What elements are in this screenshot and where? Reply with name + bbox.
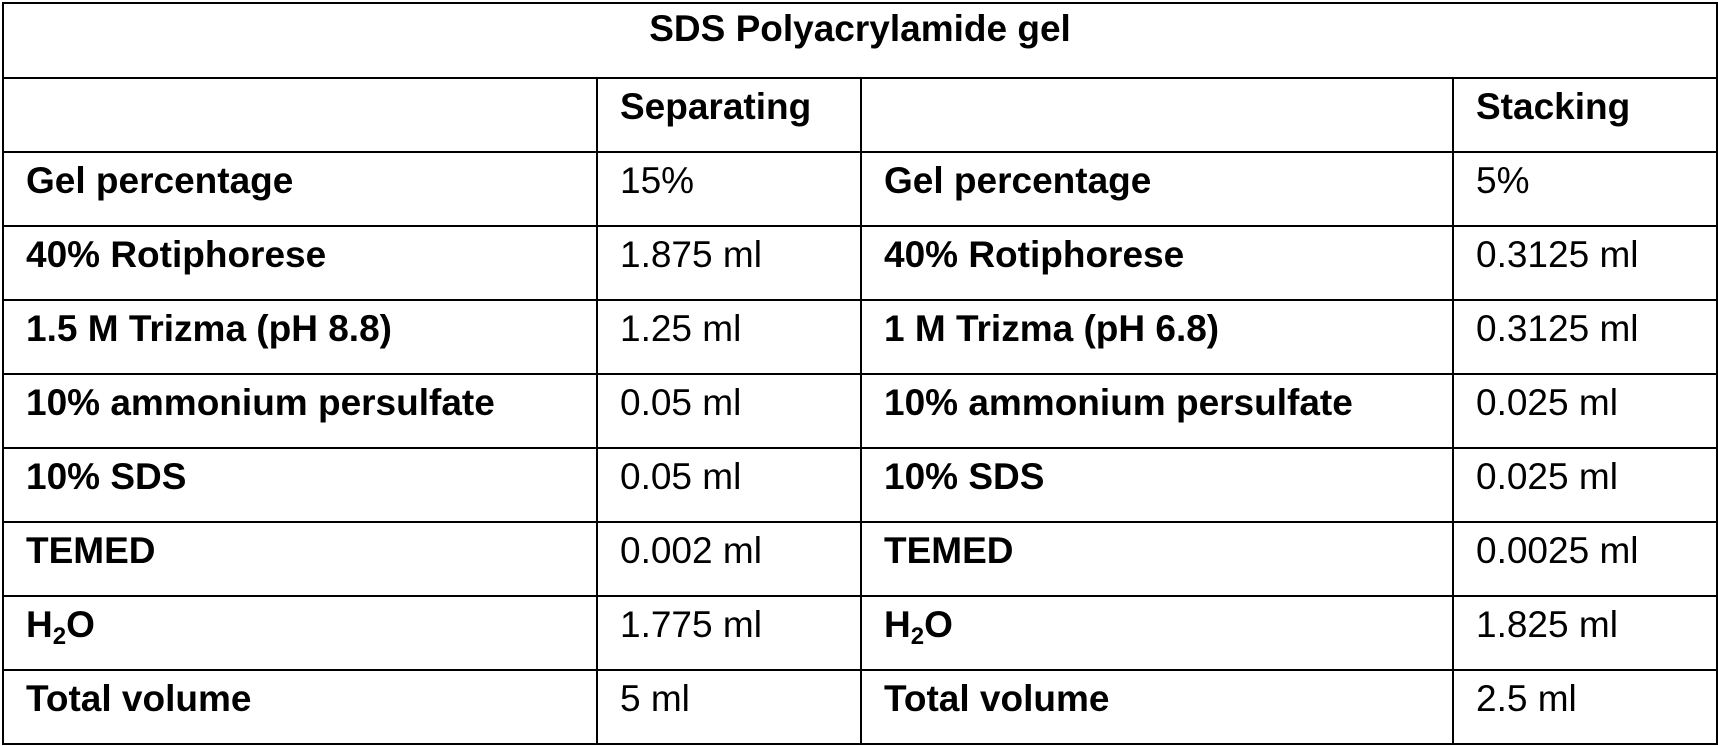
table-row: 40% Rotiphorese 1.875 ml 40% Rotiphorese… [2,225,1718,301]
row-value-left: 0.05 ml [596,373,862,449]
row-label-left: H2O [2,595,598,671]
table-row: 1.5 M Trizma (pH 8.8) 1.25 ml 1 M Trizma… [2,299,1718,375]
row-value-left: 0.05 ml [596,447,862,523]
table-row: TEMED 0.002 ml TEMED 0.0025 ml [2,521,1718,597]
table-row: H2O 1.775 ml H2O 1.825 ml [2,595,1718,671]
row-value-right: 1.825 ml [1451,595,1718,671]
row-label-right: 40% Rotiphorese [860,225,1454,301]
table-row: 10% SDS 0.05 ml 10% SDS 0.025 ml [2,447,1718,523]
row-label-left: Total volume [2,669,598,745]
header-stacking: Stacking [1451,77,1718,153]
row-label-left: 1.5 M Trizma (pH 8.8) [2,299,598,375]
row-value-right: 0.3125 ml [1451,225,1718,301]
row-label-right: Total volume [860,669,1454,745]
table-row: Total volume 5 ml Total volume 2.5 ml [2,669,1718,745]
water-label-h: H [884,604,911,645]
table-row: 10% ammonium persulfate 0.05 ml 10% ammo… [2,373,1718,449]
water-label-o: O [924,604,953,645]
row-value-right: 0.0025 ml [1451,521,1718,597]
row-label-right: 1 M Trizma (pH 6.8) [860,299,1454,375]
row-label-right: H2O [860,595,1454,671]
row-label-left: Gel percentage [2,151,598,227]
row-label-left: TEMED [2,521,598,597]
row-value-right: 0.025 ml [1451,373,1718,449]
row-label-right: 10% SDS [860,447,1454,523]
table-title: SDS Polyacrylamide gel [1,2,1718,79]
row-value-left: 1.875 ml [596,225,862,301]
row-label-right: TEMED [860,521,1454,597]
row-value-right: 5% [1451,151,1718,227]
header-left-label [2,77,598,153]
row-label-right: 10% ammonium persulfate [860,373,1454,449]
row-value-left: 0.002 ml [596,521,862,597]
row-value-right: 2.5 ml [1451,669,1718,745]
water-label-h: H [26,604,53,645]
header-separating: Separating [596,77,862,153]
row-label-left: 40% Rotiphorese [2,225,598,301]
row-value-left: 1.775 ml [596,595,862,671]
water-label-subscript: 2 [52,623,67,650]
table-title-row: SDS Polyacrylamide gel [1,2,1718,79]
row-value-right: 0.025 ml [1451,447,1718,523]
table-row: Gel percentage 15% Gel percentage 5% [2,151,1718,227]
row-label-right: Gel percentage [860,151,1454,227]
row-value-left: 15% [596,151,862,227]
header-right-label [860,77,1454,153]
row-value-left: 5 ml [596,669,862,745]
row-label-left: 10% ammonium persulfate [2,373,598,449]
water-label-o: O [66,604,95,645]
row-value-left: 1.25 ml [596,299,862,375]
water-label-subscript: 2 [910,623,925,650]
table-header-row: Separating Stacking [2,77,1718,153]
row-label-left: 10% SDS [2,447,598,523]
row-value-right: 0.3125 ml [1451,299,1718,375]
